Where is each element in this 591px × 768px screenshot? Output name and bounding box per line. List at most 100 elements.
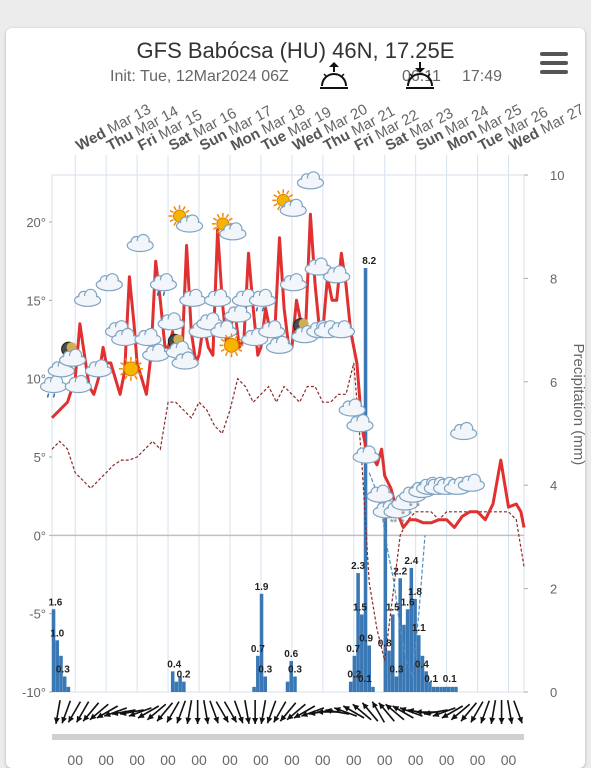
wind-arrow [361, 702, 379, 722]
chart-card [6, 28, 585, 768]
precip-bar [55, 640, 60, 692]
hour-tick-label: 00 [284, 752, 300, 768]
precip-value-label: 0.6 [284, 649, 298, 660]
sun-cloud-icon [168, 205, 204, 233]
hamburger-menu-icon[interactable] [540, 52, 568, 74]
wind-arrow [371, 701, 386, 723]
precip-bar [352, 655, 357, 692]
temp-tick-label: 15° [26, 293, 46, 308]
wind-arrow [146, 703, 167, 721]
precip-value-label: 1.5 [353, 602, 367, 613]
precip-bar [435, 686, 440, 692]
hour-tick-label: 00 [67, 752, 83, 768]
wind-arrow [333, 707, 358, 717]
precip-tick-label: 6 [550, 375, 557, 390]
precip-bar [454, 686, 458, 692]
hour-tick-label: 00 [222, 752, 238, 768]
moon-cloud-icon [165, 333, 193, 359]
precip-value-label: 1.5 [386, 602, 400, 613]
precip-bar [446, 686, 451, 692]
wind-arrow [215, 701, 229, 723]
wind-arrow [286, 703, 306, 721]
precip-bar [263, 676, 268, 692]
wind-arrow [392, 705, 414, 719]
precip-bar [363, 268, 368, 692]
wind-arrow [441, 705, 464, 719]
cloud-icon [352, 445, 380, 464]
precip-bar [420, 655, 425, 692]
precip-value-label: 0.4 [167, 659, 181, 670]
precip-bar [450, 686, 454, 692]
wind-arrow [378, 702, 395, 722]
precip-bar [439, 686, 443, 692]
cloud-icon [366, 484, 394, 503]
wind-arrow [233, 700, 244, 724]
wind-arrow [273, 701, 287, 723]
wind-arrow [432, 707, 456, 717]
precip-bar [62, 676, 67, 692]
precip-bar [348, 681, 353, 692]
wind-arrow [185, 700, 193, 724]
precip-bar [394, 676, 399, 692]
wind-arrow [460, 702, 478, 722]
wind-arrow [244, 700, 251, 724]
wind-arrow [156, 702, 174, 722]
precip-bar [256, 655, 260, 692]
hour-tick-label: 00 [470, 752, 486, 768]
cloud-icon [179, 288, 207, 307]
wind-arrow [223, 701, 238, 723]
precip-axis-title: Precipitation (mm) [570, 344, 587, 466]
precip-value-label: 0.3 [288, 664, 302, 675]
precip-bar [66, 686, 71, 692]
chart-title: GFS Babócsa (HU) 46N, 17.25E [136, 38, 455, 63]
precip-tick-label: 2 [550, 582, 557, 597]
sunrise-icon [320, 62, 348, 89]
precip-bar [293, 676, 297, 692]
cloud-icon [142, 343, 170, 362]
wind-arrow [54, 700, 61, 724]
precip-bar [182, 681, 186, 692]
wind-arrow [385, 703, 405, 721]
precip-value-label: 1.6 [48, 597, 62, 608]
cloud-icon [126, 233, 154, 253]
precip-bar [413, 598, 417, 692]
hour-tick-label: 00 [191, 752, 207, 768]
rain-cloud-icon [248, 288, 277, 312]
precip-value-label: 1.8 [408, 587, 422, 598]
precip-bar [367, 645, 372, 692]
precip-value-label: 0.3 [390, 664, 404, 675]
rain-cloud-icon [39, 374, 68, 398]
wind-arrow [96, 705, 119, 719]
sun-icon [219, 333, 244, 358]
precip-value-label: 2.3 [351, 561, 365, 572]
wind-arrow [119, 709, 144, 716]
precip-bar [285, 681, 290, 692]
wind-arrow [325, 708, 350, 715]
precip-value-label: 0.7 [251, 644, 265, 655]
precip-value-label: 0.1 [443, 674, 457, 685]
temp-tick-label: 5° [34, 450, 46, 465]
cloud-icon [210, 320, 238, 339]
precip-value-label: 2.4 [404, 556, 418, 567]
precip-bar [428, 681, 432, 692]
wind-arrow [450, 703, 471, 721]
hour-tick-label: 00 [346, 752, 362, 768]
precip-bar [387, 650, 391, 692]
wind-arrow [489, 700, 497, 724]
init-time: Init: Tue, 12Mar2024 06Z [110, 68, 289, 85]
wind-arrow [498, 700, 505, 724]
temp-tick-label: -5° [29, 607, 46, 622]
cloud-icon [84, 359, 113, 378]
precip-value-label: 1.9 [255, 582, 269, 593]
secondary-dashed-line [368, 472, 426, 677]
precip-bar [416, 635, 421, 692]
scroll-track [52, 734, 524, 740]
wind-arrow [513, 700, 523, 724]
precip-value-label: 0.3 [56, 664, 70, 675]
temp-tick-label: -10° [22, 685, 46, 700]
cloud-icon [134, 327, 162, 347]
precip-value-label: 0.1 [358, 674, 372, 685]
wind-arrow [279, 702, 297, 722]
temp-tick-label: 10° [26, 372, 46, 387]
wind-arrow [259, 700, 267, 724]
